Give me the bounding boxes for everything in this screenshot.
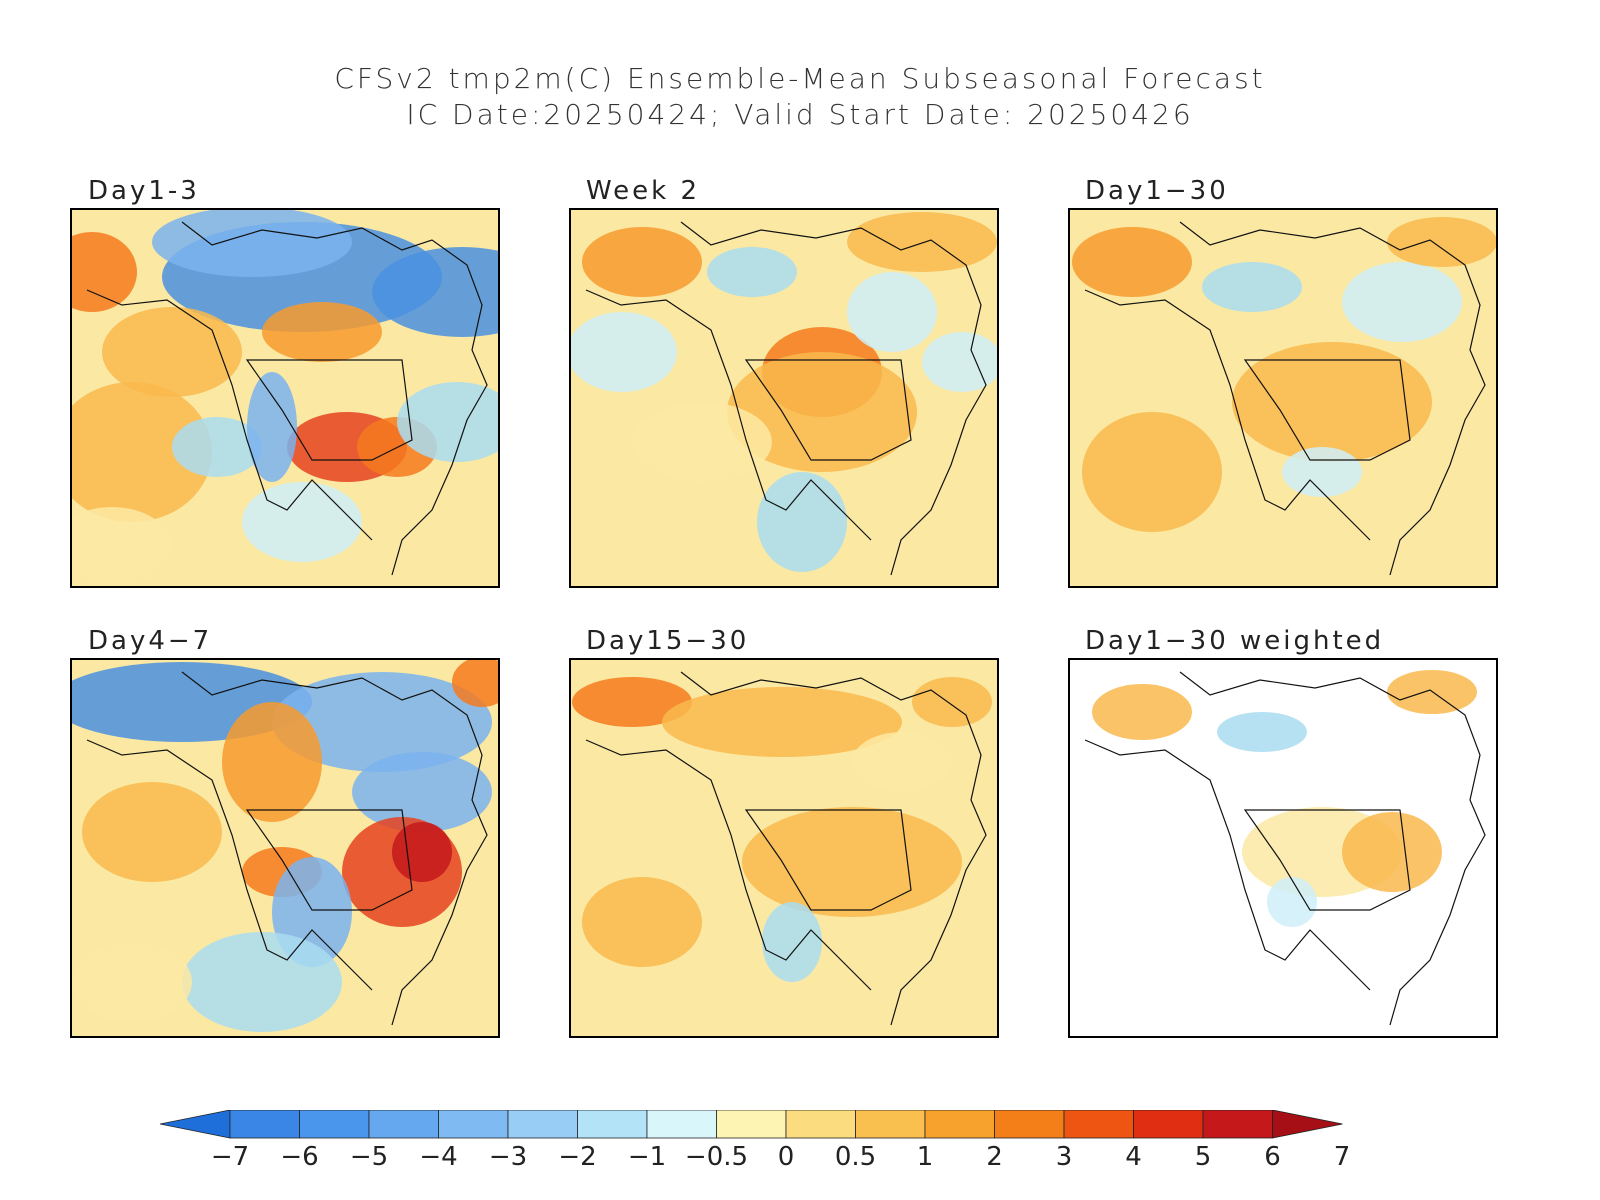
panel-label-day4-7: Day4−7: [88, 626, 212, 656]
colorbar-swatch: [1203, 1110, 1273, 1138]
map-week2: [571, 210, 997, 586]
colorbar-legend: −7 −6 −5 −4 −3 −2 −1 −0.5 0 0.5 1 2 3 4 5 6 7: [160, 1110, 1420, 1180]
anomaly-region: [1202, 262, 1302, 312]
anomaly-region: [72, 942, 192, 1022]
anomaly-region: [912, 677, 992, 727]
map-panel-day1-30-weighted: [1068, 658, 1498, 1038]
colorbar-swatch: [369, 1110, 439, 1138]
colorbar-tick-label: 6: [1264, 1142, 1281, 1172]
anomaly-region: [247, 372, 297, 482]
map-day1-30-weighted: [1070, 660, 1496, 1036]
colorbar-tick-label: −2: [558, 1142, 596, 1172]
anomaly-region: [72, 507, 172, 586]
panel-label-week2: Week 2: [586, 176, 700, 206]
anomaly-region: [1342, 262, 1462, 342]
map-day1-3: [72, 210, 498, 586]
colorbar-tick-label: −6: [280, 1142, 318, 1172]
colorbar-tick-label: 4: [1125, 1142, 1142, 1172]
colorbar-tick-label: −1: [628, 1142, 666, 1172]
colorbar-swatch: [925, 1110, 995, 1138]
colorbar-right-arrow: [1273, 1110, 1343, 1138]
anomaly-region: [582, 877, 702, 967]
anomaly-region: [82, 782, 222, 882]
anomaly-region: [1217, 712, 1307, 752]
anomaly-region: [72, 232, 137, 312]
map-panel-day4-7: [70, 658, 500, 1038]
colorbar-tick-label: 0.5: [835, 1142, 876, 1172]
anomaly-region: [852, 732, 952, 792]
colorbar-tick-label: 1: [917, 1142, 934, 1172]
anomaly-region: [847, 212, 997, 272]
anomaly-region: [1267, 877, 1317, 927]
colorbar-swatch: [508, 1110, 578, 1138]
colorbar-tick-label: 7: [1334, 1142, 1351, 1172]
colorbar-swatch: [1134, 1110, 1204, 1138]
anomaly-region: [847, 272, 937, 352]
anomaly-region: [571, 312, 677, 392]
colorbar-swatch: [578, 1110, 648, 1138]
colorbar-swatch: [439, 1110, 509, 1138]
map-day15-30: [571, 660, 997, 1036]
colorbar-tick-label: −7: [211, 1142, 249, 1172]
anomaly-region: [152, 210, 352, 277]
colorbar-tick-label: 2: [986, 1142, 1003, 1172]
anomaly-region: [1282, 447, 1362, 497]
colorbar-left-arrow: [160, 1110, 230, 1138]
anomaly-region: [762, 902, 822, 982]
anomaly-region: [352, 752, 492, 832]
anomaly-region: [582, 227, 702, 297]
map-panel-day1-30: [1068, 208, 1498, 588]
colorbar-tick-label: −3: [489, 1142, 527, 1172]
anomaly-region: [1082, 412, 1222, 532]
panel-label-day1-3: Day1-3: [88, 176, 200, 206]
colorbar-swatch: [995, 1110, 1065, 1138]
figure-title: CFSv2 tmp2m(C) Ensemble-Mean Subseasonal…: [0, 62, 1600, 95]
map-panel-day1-3: [70, 208, 500, 588]
colorbar-swatch: [856, 1110, 926, 1138]
anomaly-region: [632, 402, 772, 482]
colorbar-tick-label: 0: [778, 1142, 795, 1172]
colorbar-tick-label: 3: [1056, 1142, 1073, 1172]
colorbar-swatch: [786, 1110, 856, 1138]
panel-label-day1-30-weighted: Day1−30 weighted: [1085, 626, 1384, 656]
anomaly-region: [1072, 227, 1192, 297]
anomaly-region: [1342, 812, 1442, 892]
panel-label-day1-30: Day1−30: [1085, 176, 1229, 206]
anomaly-region: [242, 482, 362, 562]
map-day1-30: [1070, 210, 1496, 586]
colorbar-tick-label: −5: [350, 1142, 388, 1172]
colorbar-swatch: [647, 1110, 717, 1138]
colorbar-swatch: [1064, 1110, 1134, 1138]
colorbar-swatch: [717, 1110, 787, 1138]
anomaly-region: [1387, 217, 1496, 267]
map-day4-7: [72, 660, 498, 1036]
anomaly-region: [222, 702, 322, 822]
anomaly-region: [392, 822, 452, 882]
colorbar-tick-label: −0.5: [685, 1142, 748, 1172]
anomaly-region: [707, 247, 797, 297]
anomaly-region: [1092, 684, 1192, 740]
anomaly-region: [182, 932, 342, 1032]
anomaly-region: [262, 302, 382, 362]
anomaly-region: [757, 472, 847, 572]
colorbar-tick-label: −4: [419, 1142, 457, 1172]
colorbar-tick-label: 5: [1195, 1142, 1212, 1172]
map-panel-day15-30: [569, 658, 999, 1038]
anomaly-region: [102, 307, 242, 397]
colorbar-swatch: [300, 1110, 370, 1138]
figure-subtitle: IC Date:20250424; Valid Start Date: 2025…: [0, 98, 1600, 131]
panel-label-day15-30: Day15−30: [586, 626, 749, 656]
map-panel-week2: [569, 208, 999, 588]
anomaly-region: [742, 807, 962, 917]
colorbar-swatch: [230, 1110, 300, 1138]
